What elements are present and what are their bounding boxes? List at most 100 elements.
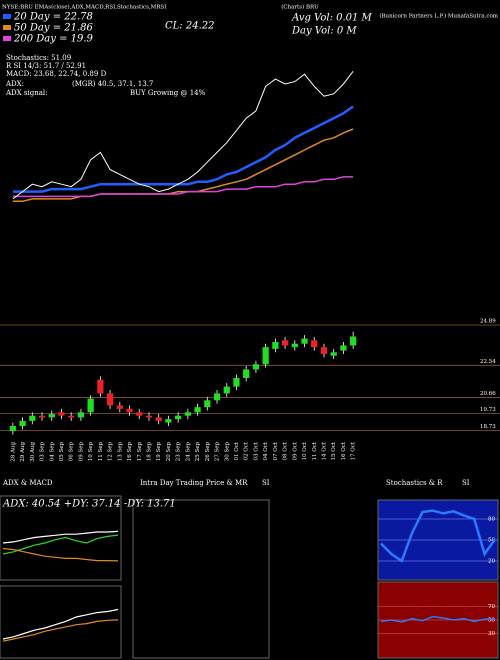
candle-body [262,347,269,365]
x-tick-label: 19 Sep [156,442,162,462]
legend-label: 50 Day = 21.86 [14,23,94,34]
candle-body [233,378,240,387]
adx-line [2,534,119,555]
x-tick-label: 11 Oct [312,441,318,460]
candle-body [97,379,104,394]
x-tick-label: 05 Sep [59,442,65,462]
y-tick-label: 18.73 [480,424,496,430]
candle-body [340,345,347,351]
legend-swatch [3,36,11,41]
adx-signal-value: BUY Growing @ 14% [130,89,206,97]
intraday-frame [132,499,270,659]
y-tick-label: 50 [488,618,495,624]
x-tick-label: 11 Sep [98,442,104,462]
x-tick-label: 30 Sep [224,442,230,462]
candle-body [184,412,191,416]
x-tick-label: 17 Oct [351,441,357,460]
x-tick-label: 03 Oct [253,441,259,460]
adx-values: (MGR) 40.5, 37.1, 13.7 [72,80,153,88]
header-center: (Charts) BRU [281,4,319,11]
candle-body [29,415,36,421]
y-tick-label: 50 [488,538,495,544]
stoch-line [380,509,497,563]
stoch-info: Stochastics: 51.09 [6,54,71,62]
stoch-title-suffix: SI [462,479,470,487]
legend-label: 20 Day = 22.78 [13,12,93,23]
candle-body [204,400,211,408]
candle-body [48,414,55,418]
x-tick-label: 15 Oct [331,441,337,460]
x-tick-label: 06 Sep [69,442,75,462]
macd-line [2,608,119,640]
x-tick-label: 14 Oct [321,441,327,460]
y-tick-label: 19.73 [480,407,496,413]
legend-swatch [3,25,11,30]
header-right: (Bunicorn Partners L.P.) MunafaSutra.com [379,13,498,20]
ema-line [12,105,354,193]
close-info: CL: 24.22 [165,21,214,32]
x-tick-label: 10 Sep [88,442,94,462]
adx-title: ADX & MACD [2,479,53,487]
legend-label: 200 Day = 19.9 [13,34,94,45]
candle-body [106,393,114,406]
day-vol: Day Vol: 0 M [291,26,357,37]
candle-body [136,412,143,416]
candle-body [252,364,260,370]
stoch-title: Stochastics & R [386,479,443,487]
x-tick-label: 16 Sep [127,442,133,462]
candle-body [77,412,85,418]
x-tick-label: 12 Sep [108,442,114,462]
x-tick-label: 29 Aug [20,442,26,462]
x-tick-label: 23 Sep [176,442,182,462]
y-tick-label: 70 [488,604,495,610]
candle-body [165,419,172,423]
intraday-title-suffix: SI [262,479,270,487]
candle-body [243,369,250,378]
legend-swatch [3,14,11,19]
x-tick-label: 10 Oct [302,441,308,460]
candle-body [116,405,123,409]
rsi-line [380,615,496,623]
x-tick-label: 26 Sep [205,442,211,462]
x-tick-label: 30 Aug [30,442,36,462]
x-tick-label: 24 Sep [185,442,191,462]
y-tick-label: 22.54 [480,359,496,365]
candle-body [175,415,182,420]
adx-signal: ADX signal: [5,89,47,97]
x-tick-label: 13 Sep [117,442,123,462]
adx-info: ADX: [5,80,24,88]
x-tick-label: 09 Oct [292,441,298,460]
candle-body [9,426,16,432]
close-line [12,70,354,200]
candle-body [281,340,289,346]
candle-body [350,336,357,346]
x-tick-label: 09 Sep [78,442,84,462]
candle-body [58,412,65,416]
x-tick-label: 16 Oct [341,441,347,460]
intraday-title: Intra Day Trading Price & MR [140,479,248,487]
candle-body [272,342,279,349]
ema-line [12,128,354,203]
candle-body [291,343,298,348]
x-tick-label: 02 Oct [244,441,250,460]
header-left: NYSE:BRU EMAs(close),ADX,MACD,RSI,Stocha… [2,4,166,11]
avg-vol: Avg Vol: 0.01 M [291,13,373,24]
x-tick-label: 27 Sep [215,442,221,462]
x-tick-label: 08 Oct [283,441,289,460]
x-tick-label: 07 Oct [273,441,279,460]
x-tick-label: 17 Sep [137,442,143,462]
candle-body [320,347,328,354]
rsi-info: R SI 14/3: 51.7 / 52.91 [6,62,86,70]
y-tick-label: 20.66 [480,391,496,397]
adx-label: ADX: 40.54 +DY: 37.14 -DY: 13.71 [2,499,176,510]
candle-body [194,407,201,413]
candle-body [68,415,75,418]
candle-body [311,340,318,348]
candle-body [145,415,153,418]
x-tick-label: 04 Oct [263,441,269,460]
candle-body [223,386,230,394]
adx-line [2,530,119,544]
ema-line [12,176,354,198]
